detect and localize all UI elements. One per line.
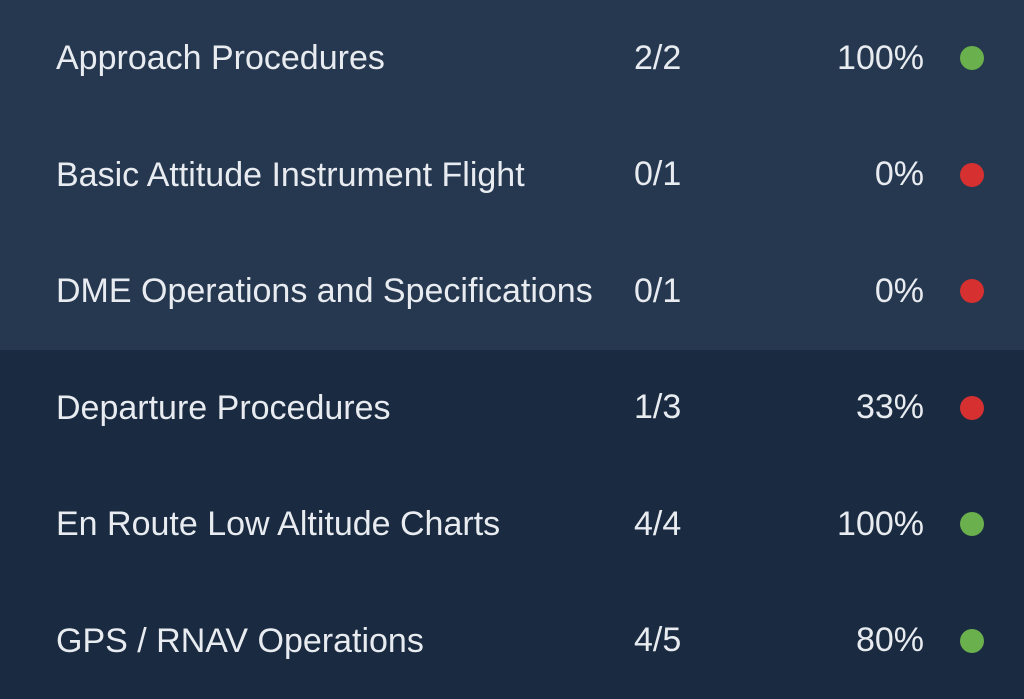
status-dot-icon bbox=[960, 46, 984, 70]
topic-score: 4/4 bbox=[634, 505, 764, 544]
topic-percent: 100% bbox=[764, 39, 924, 78]
status-dot-container bbox=[924, 512, 984, 536]
topic-percent: 100% bbox=[764, 505, 924, 544]
table-row[interactable]: En Route Low Altitude Charts 4/4 100% bbox=[0, 466, 1024, 583]
table-row[interactable]: Departure Procedures 1/3 33% bbox=[0, 350, 1024, 467]
topic-name: En Route Low Altitude Charts bbox=[56, 502, 634, 546]
status-dot-icon bbox=[960, 396, 984, 420]
status-dot-icon bbox=[960, 279, 984, 303]
table-row[interactable]: GPS / RNAV Operations 4/5 80% bbox=[0, 583, 1024, 699]
status-dot-container bbox=[924, 163, 984, 187]
status-dot-container bbox=[924, 396, 984, 420]
progress-table: Approach Procedures 2/2 100% Basic Attit… bbox=[0, 0, 1024, 699]
status-dot-icon bbox=[960, 163, 984, 187]
topic-percent: 80% bbox=[764, 621, 924, 660]
status-dot-container bbox=[924, 629, 984, 653]
topic-name: Approach Procedures bbox=[56, 36, 634, 80]
topic-score: 2/2 bbox=[634, 39, 764, 78]
status-dot-icon bbox=[960, 629, 984, 653]
topic-name: Basic Attitude Instrument Flight bbox=[56, 153, 634, 197]
topic-percent: 0% bbox=[764, 155, 924, 194]
status-dot-container bbox=[924, 279, 984, 303]
topic-score: 1/3 bbox=[634, 388, 764, 427]
table-row[interactable]: Approach Procedures 2/2 100% bbox=[0, 0, 1024, 117]
status-dot-container bbox=[924, 46, 984, 70]
topic-score: 0/1 bbox=[634, 155, 764, 194]
topic-percent: 33% bbox=[764, 388, 924, 427]
topic-name: GPS / RNAV Operations bbox=[56, 619, 634, 663]
topic-score: 4/5 bbox=[634, 621, 764, 660]
table-row[interactable]: Basic Attitude Instrument Flight 0/1 0% bbox=[0, 117, 1024, 234]
status-dot-icon bbox=[960, 512, 984, 536]
topic-name: DME Operations and Specifications bbox=[56, 269, 634, 313]
table-row[interactable]: DME Operations and Specifications 0/1 0% bbox=[0, 233, 1024, 350]
topic-name: Departure Procedures bbox=[56, 386, 634, 430]
topic-score: 0/1 bbox=[634, 272, 764, 311]
topic-percent: 0% bbox=[764, 272, 924, 311]
